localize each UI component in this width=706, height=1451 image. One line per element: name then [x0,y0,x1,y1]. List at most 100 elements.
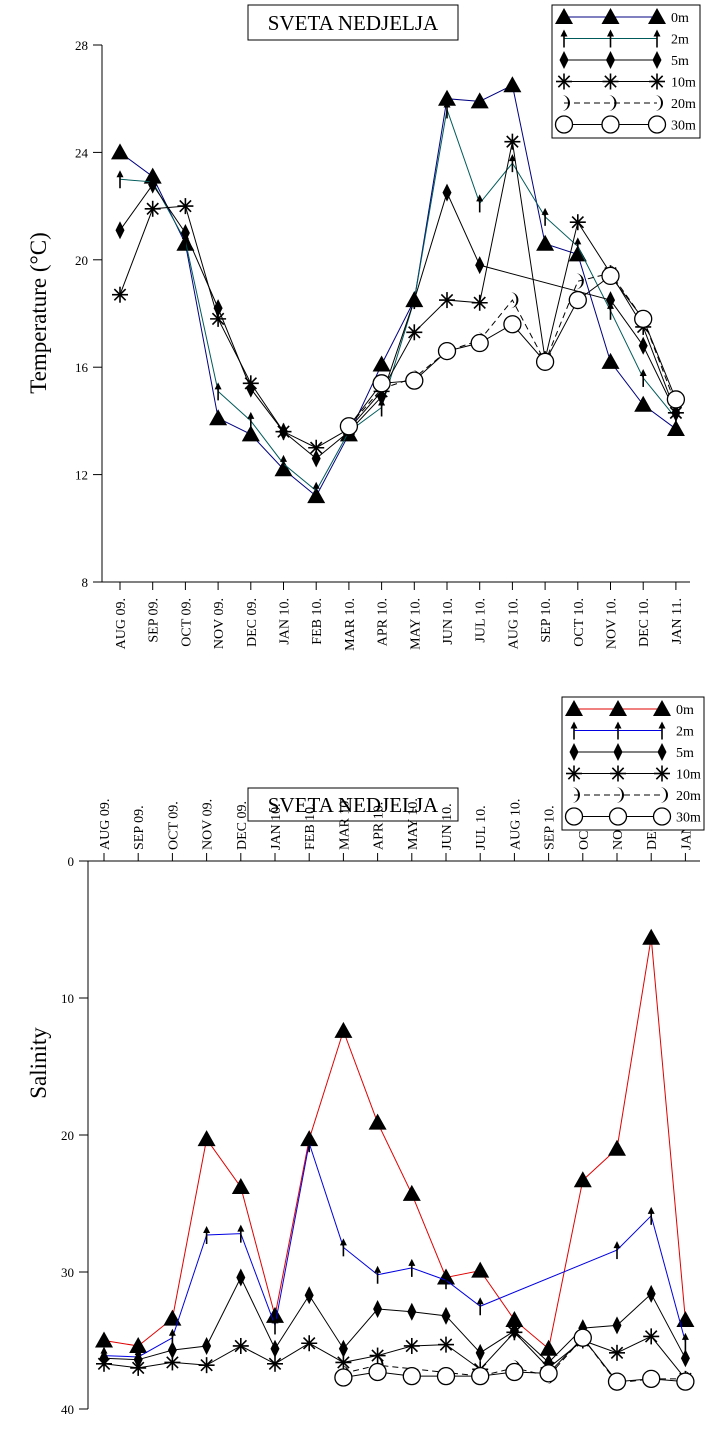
salinity-point-2m [408,1258,416,1277]
temperature-y-axis-label: Temperature (°C) [26,232,51,393]
temperature-legend-label-0m: 0m [671,11,689,26]
temperature-point-30m [437,341,457,361]
temperature-x-tick-label: SEP 10. [539,598,554,643]
salinity-point-30m [573,1328,592,1347]
temperature-point-10m [439,292,455,309]
salinity-series-line-2m [103,1143,686,1358]
salinity-point-10m [232,1337,249,1354]
temperature-x-tick-label: OCT 10. [572,598,587,647]
temperature-x-tick-label: AUG 09. [114,598,129,649]
salinity-x-tick-label: AUG 09. [98,799,113,850]
salinity-point-5m [338,1339,348,1358]
temperature-point-10m [471,294,488,311]
temperature-point-2m [443,100,451,119]
temperature-point-30m [470,333,489,353]
salinity-point-5m [270,1339,280,1358]
salinity-legend-marker-30m [652,807,672,826]
salinity-point-2m [271,1316,279,1335]
temperature-x-tick-label: APR 10. [376,598,391,646]
salinity-x-tick-label: OCT 09. [166,801,181,850]
temperature-point-5m [115,221,125,240]
temperature-legend-marker-30m [601,115,620,134]
temperature-point-2m [476,194,484,213]
salinity-legend-marker-30m [608,807,628,826]
temperature-x-tick-label: MAR 10. [343,598,358,651]
temperature-legend-marker-5m [652,51,662,69]
salinity-x-tick-label: FEB 10. [303,803,318,850]
temperature-chart-title-box [247,4,459,41]
salinity-point-10m [506,1324,523,1341]
temperature-legend-marker-30m [647,115,667,134]
temperature-point-2m [247,411,255,430]
temperature-legend-marker-10m [649,73,665,90]
salinity-legend-label-20m: 20m [676,789,701,804]
salinity-point-10m [335,1354,352,1371]
temperature-legend-marker-10m [556,73,572,90]
temperature-series-line-10m [119,141,677,449]
temperature-point-30m [503,315,522,334]
temperature-point-30m [372,374,391,393]
salinity-legend-marker-5m [657,743,667,761]
salinity-legend-label-5m: 5m [676,746,694,761]
salinity-legend-label-2m: 2m [676,725,694,740]
salinity-point-0m [573,1171,592,1188]
salinity-point-5m [680,1349,690,1368]
salinity-point-0m [505,1310,524,1327]
salinity-x-tick-label: SEP 10. [543,805,558,850]
salinity-point-2m [339,1238,347,1257]
salinity-point-0m [676,1310,695,1327]
salinity-point-10m [198,1357,215,1374]
salinity-point-10m [403,1337,420,1354]
salinity-point-30m [402,1366,421,1386]
salinity-legend-marker-10m [654,765,670,782]
salinity-point-0m [368,1113,387,1130]
salinity-point-30m [471,1366,490,1386]
salinity-point-0m [197,1130,216,1147]
temperature-point-2m [116,170,124,189]
salinity-point-5m [133,1350,143,1369]
salinity-chart-title-box [247,787,459,822]
salinity-point-2m [442,1271,450,1290]
salinity-legend-label-10m: 10m [676,768,701,783]
salinity-y-tick-label: 20 [61,1128,74,1143]
temperature-x-tick-label: FEB 10. [310,598,325,645]
temperature-x-tick-label: NOV 10. [605,598,620,649]
salinity-point-2m [476,1297,484,1316]
temperature-legend-marker-20m [608,95,617,111]
salinity-legend-marker-20m [616,787,624,803]
salinity-series-line-10m [103,1331,686,1380]
salinity-point-10m [164,1354,181,1371]
temperature-point-30m [405,371,424,390]
salinity-point-30m [505,1362,524,1382]
temperature-legend-label-5m: 5m [671,54,689,69]
temperature-legend-marker-2m [653,29,661,48]
temperature-x-tick-label: SEP 09. [147,598,162,643]
salinity-legend-marker-20m [572,787,580,803]
temperature-point-2m [312,481,320,500]
temperature-point-20m [575,273,584,290]
temperature-x-tick-label: DEC 10. [637,598,652,647]
salinity-x-tick-label: MAY 10. [406,798,421,850]
temperature-point-10m [210,310,227,327]
temperature-chart: SVETA NEDJELJA Temperature (°C) 8 12 16 20 2… [26,4,701,651]
temperature-point-10m [308,439,325,456]
salinity-series-line-5m [103,1276,686,1364]
salinity-legend-marker-10m [566,765,582,782]
salinity-point-30m [436,1366,456,1386]
temperature-legend-marker-2m [560,29,568,48]
temperature-point-5m [148,175,158,194]
salinity-legend-label-30m: 30m [676,811,701,826]
temperature-point-10m [569,214,586,231]
temperature-point-2m [508,154,516,173]
salinity-point-10m [267,1355,283,1372]
temperature-x-tick-label: NOV 09. [212,598,227,649]
temperature-point-0m [666,419,685,436]
temperature-point-10m [504,133,521,150]
temperature-point-5m [475,256,485,275]
salinity-point-5m [167,1341,177,1360]
temperature-point-0m [241,425,260,442]
temperature-point-5m [180,223,190,242]
temperature-legend-marker-5m [606,51,615,69]
salinity-point-2m [681,1332,689,1351]
temperature-point-10m [144,200,161,217]
